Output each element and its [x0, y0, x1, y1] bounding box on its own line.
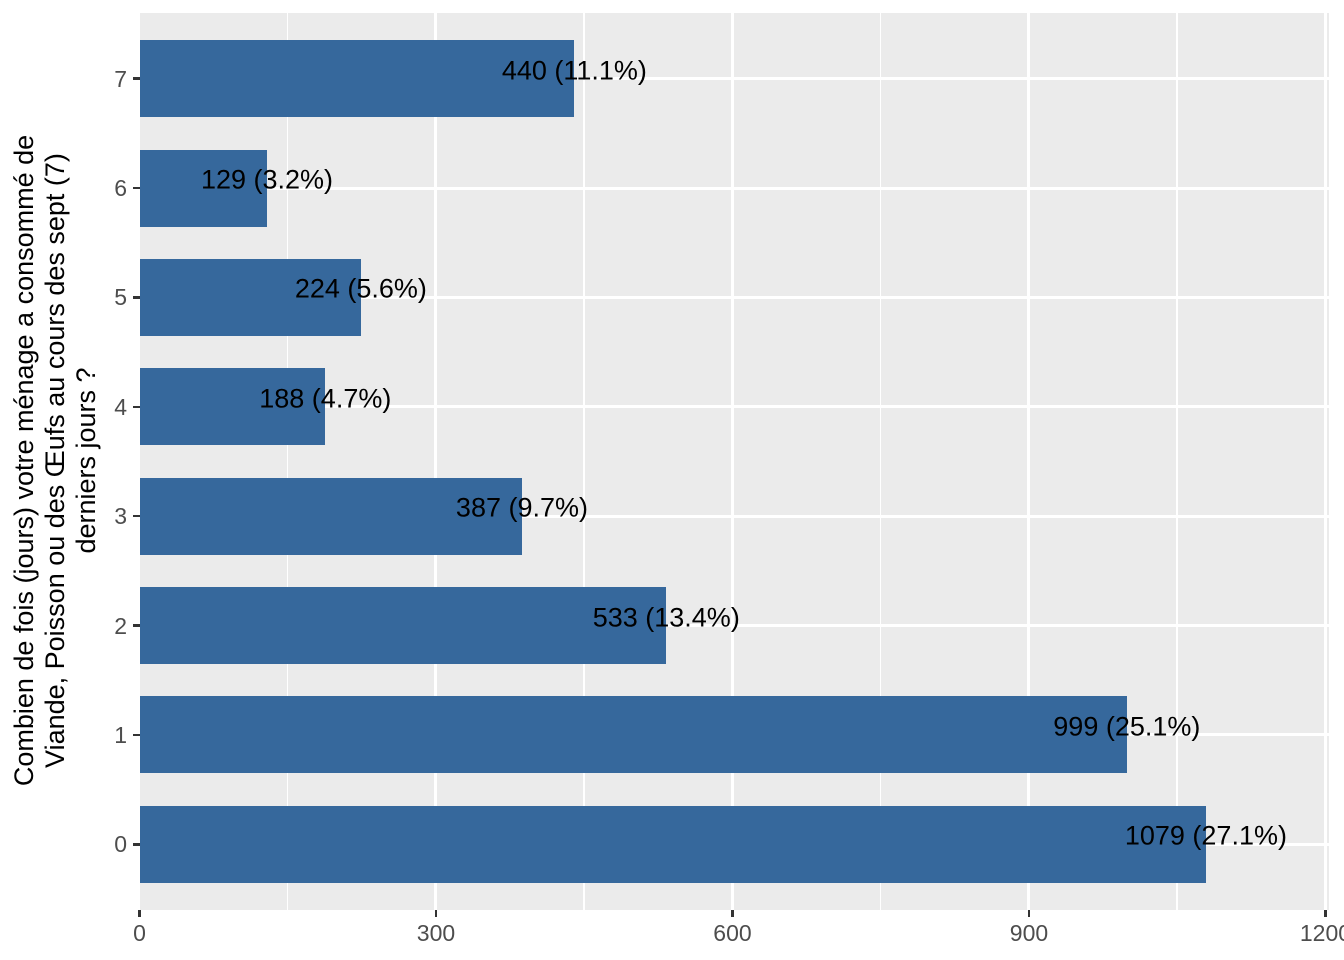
- y-axis-title: Combien de fois (jours) votre ménage a c…: [9, 12, 102, 909]
- bar-value-label: 129 (3.2%): [200, 164, 334, 195]
- y-tick-mark: [133, 405, 140, 409]
- y-tick-mark: [133, 186, 140, 190]
- gridline-minor-vertical: [286, 13, 289, 910]
- bar: [140, 258, 361, 336]
- gridline-major-vertical: [1323, 13, 1327, 910]
- bar: [140, 805, 1206, 883]
- bar: [140, 477, 522, 555]
- gridline-major-horizontal: [140, 624, 1329, 628]
- plot-panel: [140, 13, 1329, 910]
- bar-value-label: 224 (5.6%): [294, 273, 427, 304]
- x-tick-mark: [1324, 910, 1327, 917]
- y-tick-mark: [133, 296, 140, 299]
- x-tick-label: 300: [416, 920, 456, 946]
- bar: [140, 696, 1127, 774]
- y-tick-label: 4: [114, 393, 127, 420]
- bar: [140, 368, 326, 446]
- gridline-major-horizontal: [140, 77, 1329, 81]
- y-tick-label: 6: [114, 175, 127, 202]
- y-tick-mark: [133, 77, 140, 80]
- y-tick-label: 7: [114, 65, 127, 92]
- y-tick-mark: [133, 624, 140, 627]
- x-tick-label: 600: [713, 920, 752, 946]
- y-axis-title-line: Combien de fois (jours) votre ménage a c…: [9, 134, 39, 787]
- bar-value-label: 387 (9.7%): [455, 492, 589, 523]
- bar-value-label: 999 (25.1%): [1053, 711, 1201, 742]
- y-tick-mark: [133, 733, 140, 737]
- bar-value-label: 1079 (27.1%): [1124, 820, 1287, 851]
- gridline-major-vertical: [434, 13, 438, 910]
- x-tick-mark: [434, 910, 438, 917]
- bar-value-label: 533 (13.4%): [592, 602, 740, 633]
- bar-value-label: 188 (4.7%): [259, 383, 392, 414]
- bar-value-label: 440 (11.1%): [501, 55, 647, 86]
- y-axis-title-line: derniers jours ?: [71, 367, 101, 554]
- bar: [140, 40, 575, 118]
- y-tick-label: 1: [114, 721, 127, 748]
- y-tick-mark: [133, 843, 140, 846]
- y-tick-label: 5: [114, 284, 127, 311]
- bar: [140, 149, 267, 227]
- x-tick-label: 0: [133, 920, 146, 946]
- gridline-major-vertical: [730, 13, 734, 910]
- x-tick-label: 900: [1009, 920, 1049, 946]
- gridline-minor-vertical: [583, 13, 585, 910]
- x-tick-label: 1200: [1299, 920, 1344, 946]
- y-axis-title-line: Viande, Poisson ou des Œufs au cours des…: [40, 153, 70, 768]
- gridline-major-horizontal: [140, 405, 1329, 409]
- gridline-minor-vertical: [879, 13, 882, 910]
- gridline-major-vertical: [1027, 13, 1031, 910]
- y-tick-label: 3: [114, 503, 127, 530]
- gridline-major-horizontal: [140, 295, 1329, 299]
- gridline-major-horizontal: [140, 186, 1329, 190]
- x-tick-mark: [731, 910, 734, 917]
- y-tick-mark: [133, 514, 140, 518]
- bar: [140, 587, 667, 665]
- gridline-minor-vertical: [1176, 13, 1178, 910]
- y-tick-label: 0: [114, 831, 127, 858]
- x-tick-mark: [1027, 910, 1031, 917]
- y-tick-label: 2: [114, 612, 127, 639]
- x-tick-mark: [138, 910, 141, 917]
- gridline-major-horizontal: [140, 514, 1329, 518]
